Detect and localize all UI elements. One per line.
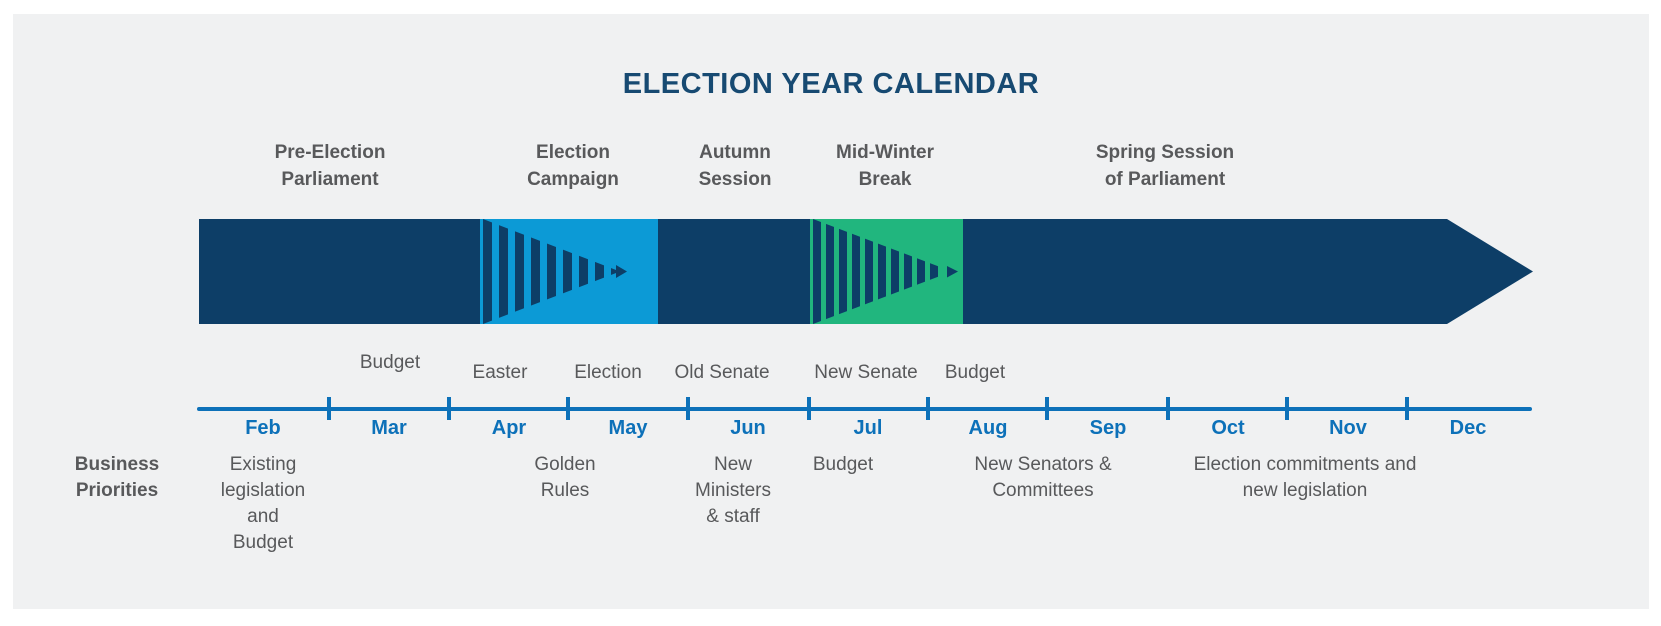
phase-label-autumn: Autumn Session (698, 142, 772, 190)
month-label-aug: Aug (968, 417, 1008, 439)
axis-tick (566, 397, 570, 420)
campaign-taper-icon (483, 219, 627, 324)
month-label-may: May (608, 417, 648, 439)
timeline-arrowhead-icon (1447, 219, 1533, 324)
axis-tick (1285, 397, 1289, 420)
month-label-nov: Nov (1329, 417, 1367, 439)
month-label-mar: Mar (371, 417, 407, 439)
month-label-dec: Dec (1449, 417, 1487, 439)
axis-tick (447, 397, 451, 420)
month-label-jul: Jul (853, 417, 883, 439)
business-priorities-label: Business Priorities (74, 454, 160, 501)
priority-budget: Budget (812, 454, 874, 475)
axis-tick (686, 397, 690, 420)
event-label-easter: Easter (472, 362, 528, 383)
axis-tick (807, 397, 811, 420)
calendar-panel: ELECTION YEAR CALENDAR Pre-Election Parl… (13, 14, 1649, 609)
month-label-apr: Apr (491, 417, 527, 439)
axis-tick (926, 397, 930, 420)
event-label-election: Election (574, 362, 642, 383)
priority-new-senators: New Senators & Committees (974, 454, 1112, 501)
priority-election-commitments: Election commitments and new legislation (1193, 454, 1417, 501)
event-label-budget-mar: Budget (359, 352, 421, 373)
month-label-sep: Sep (1089, 417, 1127, 439)
month-label-feb: Feb (245, 417, 281, 439)
month-label-oct: Oct (1211, 417, 1245, 439)
month-label-jun: Jun (730, 417, 766, 439)
axis-tick (1405, 397, 1409, 420)
event-label-old-senate: Old Senate (674, 362, 770, 383)
priority-golden-rules: Golden Rules (534, 454, 596, 501)
phase-label-spring: Spring Session of Parliament (1095, 142, 1235, 190)
event-label-new-senate: New Senate (814, 362, 918, 383)
phase-label-campaign: Election Campaign (527, 142, 619, 190)
axis-tick (327, 397, 331, 420)
event-label-budget-aug: Budget (944, 362, 1006, 383)
winter-break-segment (810, 219, 963, 324)
axis-tick (1166, 397, 1170, 420)
phase-label-pre-election: Pre-Election Parliament (274, 142, 386, 190)
axis-tick (1045, 397, 1049, 420)
phase-label-winter-break: Mid-Winter Break (836, 142, 934, 190)
month-axis-line (197, 407, 1532, 411)
priority-new-ministers: New Ministers & staff (694, 454, 772, 527)
priority-existing-legislation: Existing legislation and Budget (220, 454, 306, 553)
campaign-segment (480, 219, 658, 324)
page-title: ELECTION YEAR CALENDAR (622, 68, 1040, 100)
winter-break-taper-icon (813, 219, 958, 324)
